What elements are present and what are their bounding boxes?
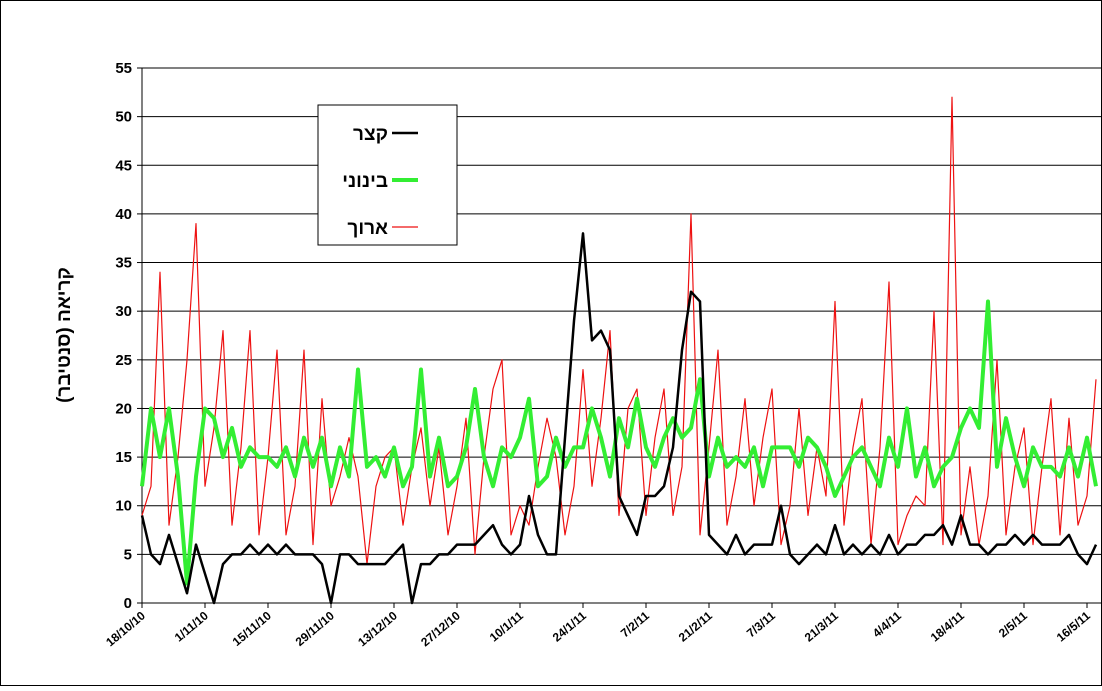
y-tick-label: 55: [115, 60, 132, 77]
y-tick-label: 50: [115, 109, 132, 126]
y-tick-label: 20: [115, 400, 132, 417]
y-tick-label: 10: [115, 498, 132, 515]
series-line: [140, 299, 1098, 586]
y-tick-label: 0: [124, 595, 132, 612]
legend-label: בינוני: [342, 171, 388, 192]
legend-label: קצר: [353, 124, 388, 145]
y-tick-label: 15: [115, 449, 132, 466]
y-tick-label: 25: [115, 352, 132, 369]
y-tick-label: 35: [115, 255, 132, 272]
legend-label: ארוך: [347, 218, 388, 239]
y-axis-title: קריאה (סנטיבר): [54, 267, 75, 403]
series-line: [140, 232, 1098, 605]
legend-box: [317, 104, 458, 246]
series-line: [141, 96, 1097, 565]
y-tick-label: 30: [115, 303, 132, 320]
y-tick-label: 45: [115, 157, 132, 174]
y-tick-label: 40: [115, 206, 132, 223]
y-tick-label: 5: [124, 546, 132, 563]
